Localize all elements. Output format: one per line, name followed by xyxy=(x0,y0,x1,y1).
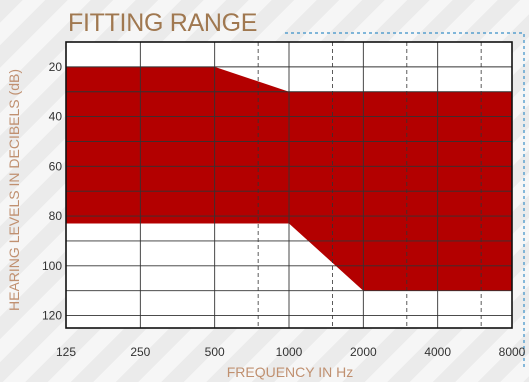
y-tick-label: 100 xyxy=(42,259,62,273)
y-tick-label: 80 xyxy=(49,209,63,223)
y-tick-label: 60 xyxy=(49,159,63,173)
x-tick-label: 500 xyxy=(205,345,225,359)
x-tick-label: 4000 xyxy=(424,345,451,359)
y-tick-labels: 20 40 60 80 100 120 xyxy=(42,60,62,323)
x-tick-label: 8000 xyxy=(499,345,526,359)
plot-frame-group xyxy=(65,41,513,329)
y-axis-label: HEARING LEVELS IN DECIBELS (dB) xyxy=(6,69,22,311)
x-tick-labels: 125 250 500 1000 2000 4000 8000 xyxy=(56,345,526,359)
x-tick-label: 1000 xyxy=(276,345,303,359)
y-tick-label: 40 xyxy=(49,110,63,124)
x-tick-label: 250 xyxy=(130,345,150,359)
x-axis-label: FREQUENCY IN Hz xyxy=(227,364,354,380)
dashed-frame xyxy=(285,32,525,370)
chart-title: FITTING RANGE xyxy=(68,9,257,37)
x-tick-label: 125 xyxy=(56,345,76,359)
x-tick-label: 2000 xyxy=(350,345,377,359)
y-tick-label: 120 xyxy=(42,309,62,323)
plot-frame xyxy=(65,41,513,329)
y-tick-label: 20 xyxy=(49,60,63,74)
dashed-frame-group xyxy=(285,32,525,370)
grid-group xyxy=(66,42,512,328)
